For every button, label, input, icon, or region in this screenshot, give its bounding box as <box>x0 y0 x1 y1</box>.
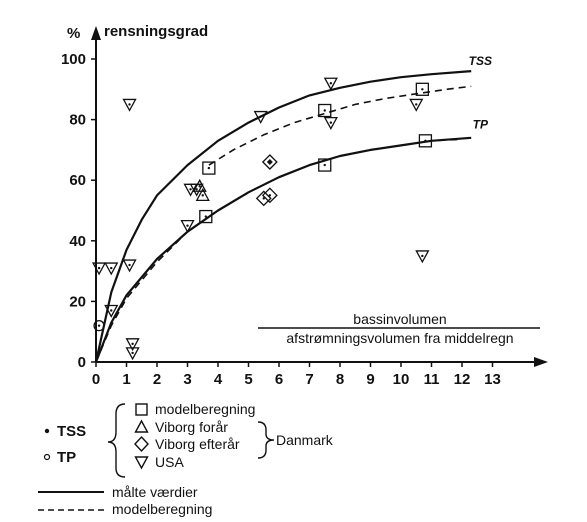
y-ticks: 0 20 40 60 80 100 <box>61 51 96 371</box>
legend-modelberegning-line: modelberegning <box>112 501 212 517</box>
data-point-triangle-down <box>255 112 267 123</box>
left-brace <box>108 404 125 477</box>
y-axis-unit: % <box>67 25 80 42</box>
data-point-square <box>416 83 428 95</box>
curve-label: TP <box>473 118 489 132</box>
y-tick-label: 100 <box>61 51 86 68</box>
x-tick-label: 0 <box>92 371 100 388</box>
tss-dot <box>45 429 49 433</box>
y-axis-arrow <box>91 26 101 40</box>
data-point-triangle-down <box>325 118 337 129</box>
data-point-square <box>203 162 215 174</box>
legend-danmark: Danmark <box>276 432 334 448</box>
legend-viborg-efteraar: Viborg efterår <box>155 436 240 452</box>
data-point-triangle-down <box>124 260 136 271</box>
x-tick-label: 13 <box>484 371 501 388</box>
legend-diamond-marker <box>135 437 148 451</box>
legend: TSS TP modelberegning Viborg forår Vibor… <box>38 401 334 517</box>
data-point-diamond <box>263 188 277 202</box>
legend-tp: TP <box>57 449 76 466</box>
legend-maalte-vaerdier: målte værdier <box>112 484 198 500</box>
x-tick-label: 7 <box>305 371 313 388</box>
curve-label: TSS <box>469 54 492 68</box>
x-tick-label: 5 <box>244 371 252 388</box>
y-tick-label: 40 <box>69 233 86 250</box>
data-point-triangle-down <box>105 263 117 274</box>
data-point-triangle-down <box>93 263 105 274</box>
legend-square-marker <box>136 404 147 415</box>
x-tick-label: 2 <box>153 371 161 388</box>
data-point-triangle-down <box>416 251 428 262</box>
x-tick-label: 12 <box>454 371 471 388</box>
x-tick-label: 8 <box>336 371 344 388</box>
y-tick-label: 0 <box>78 354 86 371</box>
x-tick-label: 11 <box>424 371 440 388</box>
y-tick-label: 60 <box>69 172 86 189</box>
x-tick-label: 1 <box>122 371 130 388</box>
x-tick-label: 3 <box>183 371 191 388</box>
y-axis-label: rensningsgrad <box>104 23 208 40</box>
data-point-diamond <box>257 191 271 205</box>
x-axis-label-numerator: bassinvolumen <box>353 311 446 327</box>
x-axis-label-denominator: afstrømningsvolumen fra middelregn <box>286 330 513 346</box>
legend-viborg-foraar: Viborg forår <box>155 419 228 435</box>
tss-dashed-curve <box>209 86 471 165</box>
legend-modelberegning: modelberegning <box>155 401 255 417</box>
x-tick-label: 4 <box>214 371 223 388</box>
legend-usa: USA <box>155 454 184 470</box>
x-tick-label: 9 <box>366 371 374 388</box>
data-point-triangle-down <box>325 78 337 89</box>
right-brace <box>258 422 274 458</box>
y-tick-label: 20 <box>69 293 86 310</box>
data-point-triangle-down <box>410 99 422 110</box>
legend-tss: TSS <box>57 423 86 440</box>
curve-labels: TSS TP <box>469 54 492 132</box>
x-tick-label: 6 <box>275 371 283 388</box>
x-tick-label: 10 <box>393 371 410 388</box>
data-point-triangle-down <box>124 99 136 110</box>
legend-triangle-up-marker <box>136 421 148 432</box>
legend-triangle-down-marker <box>136 457 148 468</box>
data-point-diamond <box>263 155 277 169</box>
y-tick-label: 80 <box>69 112 86 129</box>
x-axis-arrow <box>534 357 548 367</box>
x-ticks: 0 1 2 3 4 5 6 7 8 9 10 11 12 13 <box>92 362 501 388</box>
tp-dot <box>45 455 50 460</box>
plot-axes <box>91 26 548 367</box>
